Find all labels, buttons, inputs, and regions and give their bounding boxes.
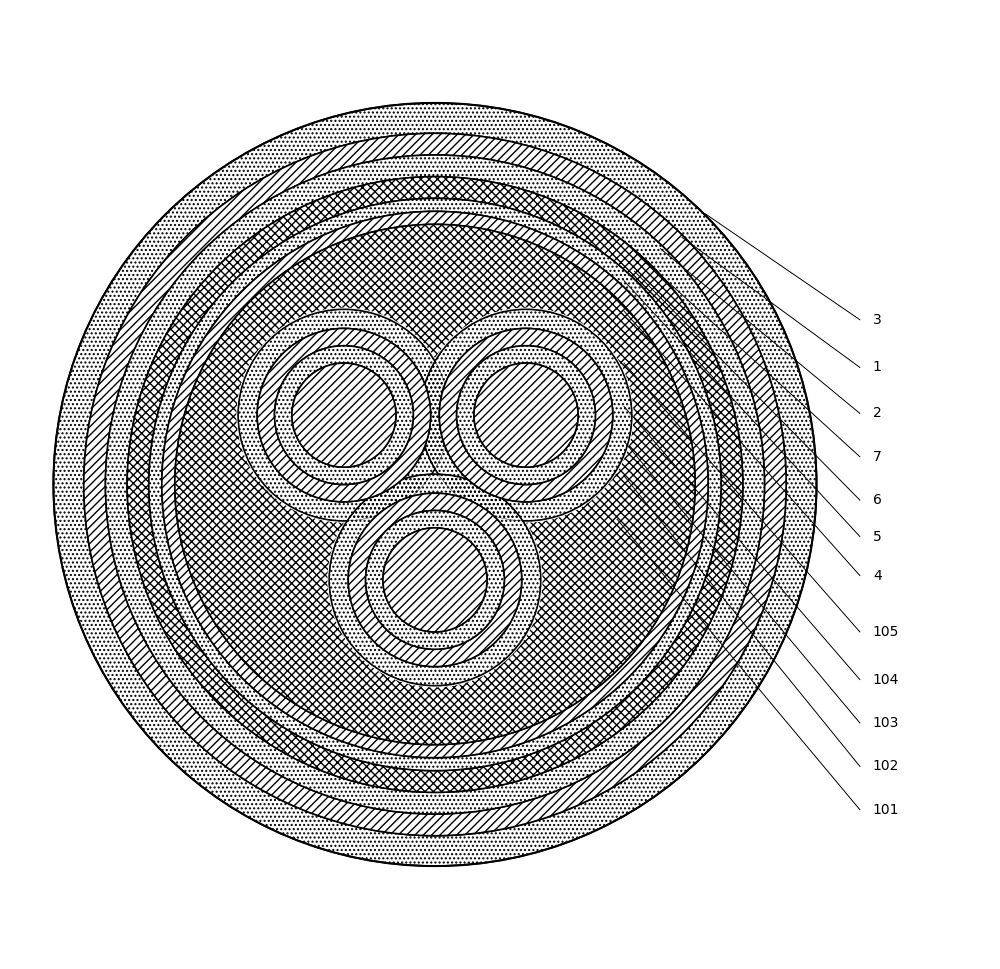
Circle shape	[329, 474, 541, 686]
Circle shape	[257, 328, 431, 502]
Circle shape	[84, 134, 786, 835]
Circle shape	[127, 176, 743, 793]
Circle shape	[348, 493, 522, 667]
Circle shape	[474, 363, 578, 467]
Text: 6: 6	[873, 493, 882, 507]
Circle shape	[149, 199, 721, 770]
Circle shape	[105, 155, 764, 814]
Text: 104: 104	[873, 672, 899, 687]
Circle shape	[366, 511, 504, 649]
Circle shape	[162, 211, 708, 758]
Text: 102: 102	[873, 760, 899, 773]
Circle shape	[175, 225, 695, 744]
Text: 103: 103	[873, 716, 899, 730]
Circle shape	[257, 328, 431, 502]
Circle shape	[162, 211, 708, 758]
Circle shape	[327, 472, 542, 687]
Circle shape	[105, 155, 764, 814]
Circle shape	[275, 346, 413, 484]
Text: 3: 3	[873, 313, 882, 327]
Circle shape	[457, 346, 595, 484]
Circle shape	[53, 103, 817, 866]
Circle shape	[366, 511, 504, 649]
Text: 1: 1	[873, 360, 882, 374]
Circle shape	[383, 528, 487, 632]
Text: 105: 105	[873, 625, 899, 639]
Text: 2: 2	[873, 406, 882, 421]
Circle shape	[439, 328, 613, 502]
Circle shape	[474, 363, 578, 467]
Circle shape	[149, 199, 721, 770]
Circle shape	[420, 309, 632, 521]
Text: 4: 4	[873, 569, 882, 582]
Circle shape	[238, 309, 450, 521]
Circle shape	[348, 493, 522, 667]
Circle shape	[53, 103, 817, 866]
Text: 5: 5	[873, 529, 882, 544]
Circle shape	[439, 328, 613, 502]
Circle shape	[383, 528, 487, 632]
Circle shape	[84, 134, 786, 835]
Text: 7: 7	[873, 450, 882, 464]
Circle shape	[457, 346, 595, 484]
Circle shape	[236, 307, 451, 522]
Circle shape	[418, 307, 634, 522]
Circle shape	[127, 176, 743, 793]
Circle shape	[292, 363, 396, 467]
Circle shape	[275, 346, 413, 484]
Circle shape	[175, 225, 695, 744]
Text: 101: 101	[873, 802, 899, 817]
Circle shape	[292, 363, 396, 467]
